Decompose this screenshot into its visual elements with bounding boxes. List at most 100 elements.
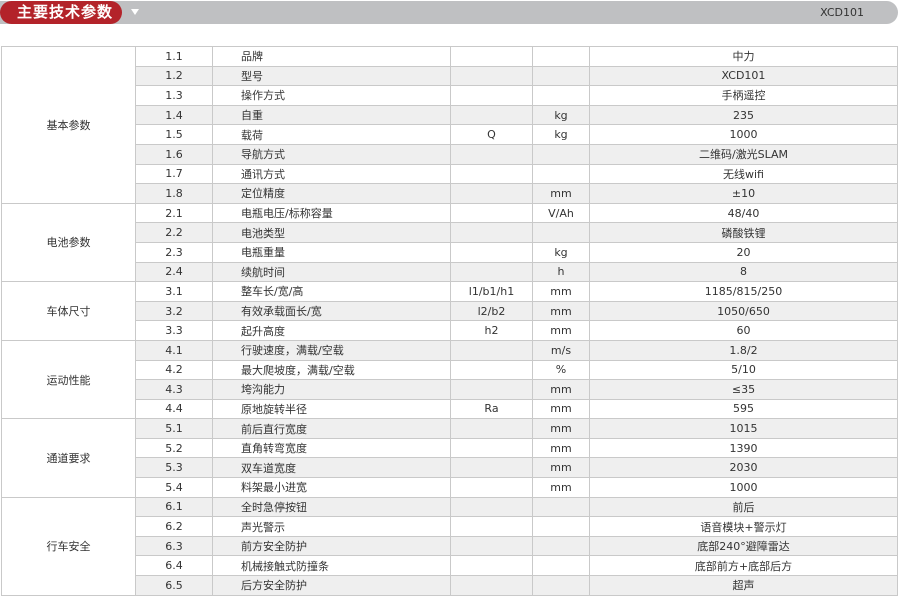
table-row: 运动性能 4.1 行驶速度，满载/空载 m/s 1.8/2 bbox=[1, 339, 898, 420]
param-value: 1050/650 bbox=[589, 300, 898, 322]
param-symbol bbox=[450, 418, 533, 439]
param-symbol bbox=[450, 163, 533, 185]
param-name: 定位精度 bbox=[212, 183, 451, 204]
row-number: 3.1 bbox=[135, 281, 213, 302]
param-value: 二维码/激光SLAM bbox=[589, 143, 898, 165]
param-unit: V/Ah bbox=[532, 202, 590, 224]
param-unit bbox=[532, 143, 590, 165]
param-symbol bbox=[450, 575, 533, 596]
table-row: 5.3 双车道宽度 mm 2030 bbox=[2, 457, 898, 479]
param-name: 续航时间 bbox=[212, 261, 451, 283]
param-unit: m/s bbox=[532, 339, 590, 361]
param-unit: mm bbox=[532, 398, 590, 420]
table-row: 6.3 前方安全防护 底部240°避障雷达 bbox=[2, 535, 898, 557]
row-number: 2.2 bbox=[135, 222, 213, 243]
param-value: 1185/815/250 bbox=[589, 281, 898, 302]
param-value: 手柄遥控 bbox=[589, 85, 898, 106]
row-number: 4.4 bbox=[135, 398, 213, 420]
param-unit: mm bbox=[532, 418, 590, 439]
param-name: 双车道宽度 bbox=[212, 457, 451, 479]
param-value: 底部240°避障雷达 bbox=[589, 535, 898, 557]
table-row: 电池参数 2.1 电瓶电压/标称容量 V/Ah 48/40 bbox=[1, 202, 898, 283]
table-row: 6.2 声光警示 语音模块+警示灯 bbox=[2, 516, 898, 537]
row-number: 1.8 bbox=[135, 183, 213, 204]
row-number: 1.2 bbox=[135, 65, 213, 87]
param-value: 1390 bbox=[589, 437, 898, 459]
table-row: 2.4 续航时间 h 8 bbox=[2, 261, 898, 283]
row-number: 2.3 bbox=[135, 241, 213, 263]
param-symbol bbox=[450, 143, 533, 165]
table-row: 3.3 起升高度 h2 mm 60 bbox=[2, 320, 898, 341]
param-name: 全时急停按钮 bbox=[212, 496, 451, 518]
param-unit: mm bbox=[532, 437, 590, 459]
row-number: 1.5 bbox=[135, 124, 213, 145]
param-name: 电池类型 bbox=[212, 222, 451, 243]
model-label: XCD101 bbox=[820, 6, 864, 19]
param-value: 8 bbox=[589, 261, 898, 283]
param-unit: mm bbox=[532, 183, 590, 204]
table-row: 6.5 后方安全防护 超声 bbox=[2, 575, 898, 596]
param-name: 原地旋转半径 bbox=[212, 398, 451, 420]
section-title: 主要技术参数 bbox=[0, 1, 122, 24]
param-name: 品牌 bbox=[212, 46, 451, 67]
param-name: 垮沟能力 bbox=[212, 379, 451, 400]
spec-table: 基本参数 1.1 品牌 中力 1.2 型号 XCD101 1.3 操作方式 手柄遥控 1.4 自重 kg… bbox=[1, 46, 898, 596]
row-number: 2.1 bbox=[135, 202, 213, 224]
row-number: 1.4 bbox=[135, 104, 213, 126]
param-name: 起升高度 bbox=[212, 320, 451, 341]
param-symbol: h2 bbox=[450, 320, 533, 341]
param-value: 1000 bbox=[589, 124, 898, 145]
param-unit bbox=[532, 516, 590, 537]
row-number: 1.1 bbox=[135, 46, 213, 67]
param-value: 20 bbox=[589, 241, 898, 263]
table-row: 1.2 型号 XCD101 bbox=[2, 65, 898, 87]
param-unit: % bbox=[532, 359, 590, 381]
param-name: 声光警示 bbox=[212, 516, 451, 537]
param-symbol bbox=[450, 477, 533, 498]
table-row: 2.3 电瓶重量 kg 20 bbox=[2, 241, 898, 263]
param-name: 机械接触式防撞条 bbox=[212, 555, 451, 577]
param-symbol bbox=[450, 241, 533, 263]
param-unit: h bbox=[532, 261, 590, 283]
param-value: 语音模块+警示灯 bbox=[589, 516, 898, 537]
row-number: 2.4 bbox=[135, 261, 213, 283]
table-row: 车体尺寸 3.1 整车长/宽/高 l1/b1/h1 mm 1185/815/250 bbox=[1, 281, 898, 341]
param-unit: mm bbox=[532, 320, 590, 341]
param-name: 有效承载面长/宽 bbox=[212, 300, 451, 322]
param-unit bbox=[532, 535, 590, 557]
table-row: 行车安全 6.1 全时急停按钮 前后 bbox=[1, 496, 898, 596]
param-unit bbox=[532, 575, 590, 596]
param-symbol bbox=[450, 457, 533, 479]
row-number: 5.3 bbox=[135, 457, 213, 479]
param-symbol bbox=[450, 496, 533, 518]
param-unit: mm bbox=[532, 379, 590, 400]
param-unit: mm bbox=[532, 457, 590, 479]
table-row: 1.7 通讯方式 无线wifi bbox=[2, 163, 898, 185]
param-unit: mm bbox=[532, 281, 590, 302]
param-symbol bbox=[450, 535, 533, 557]
param-symbol bbox=[450, 65, 533, 87]
param-value: 595 bbox=[589, 398, 898, 420]
param-name: 操作方式 bbox=[212, 85, 451, 106]
table-row: 6.4 机械接触式防撞条 底部前方+底部后方 bbox=[2, 555, 898, 577]
param-name: 通讯方式 bbox=[212, 163, 451, 185]
param-value: 60 bbox=[589, 320, 898, 341]
param-symbol bbox=[450, 104, 533, 126]
param-symbol bbox=[450, 359, 533, 381]
param-value: 235 bbox=[589, 104, 898, 126]
row-number: 4.3 bbox=[135, 379, 213, 400]
group-label: 基本参数 bbox=[1, 46, 136, 204]
param-name: 前方安全防护 bbox=[212, 535, 451, 557]
param-value: 前后 bbox=[589, 496, 898, 518]
group-label: 行车安全 bbox=[1, 496, 136, 596]
row-number: 5.2 bbox=[135, 437, 213, 459]
triangle-down-icon[interactable] bbox=[131, 9, 139, 15]
row-number: 6.4 bbox=[135, 555, 213, 577]
param-symbol bbox=[450, 222, 533, 243]
param-unit: kg bbox=[532, 104, 590, 126]
param-name: 载荷 bbox=[212, 124, 451, 145]
group-label: 通道要求 bbox=[1, 418, 136, 498]
param-symbol bbox=[450, 183, 533, 204]
table-row: 1.4 自重 kg 235 bbox=[2, 104, 898, 126]
